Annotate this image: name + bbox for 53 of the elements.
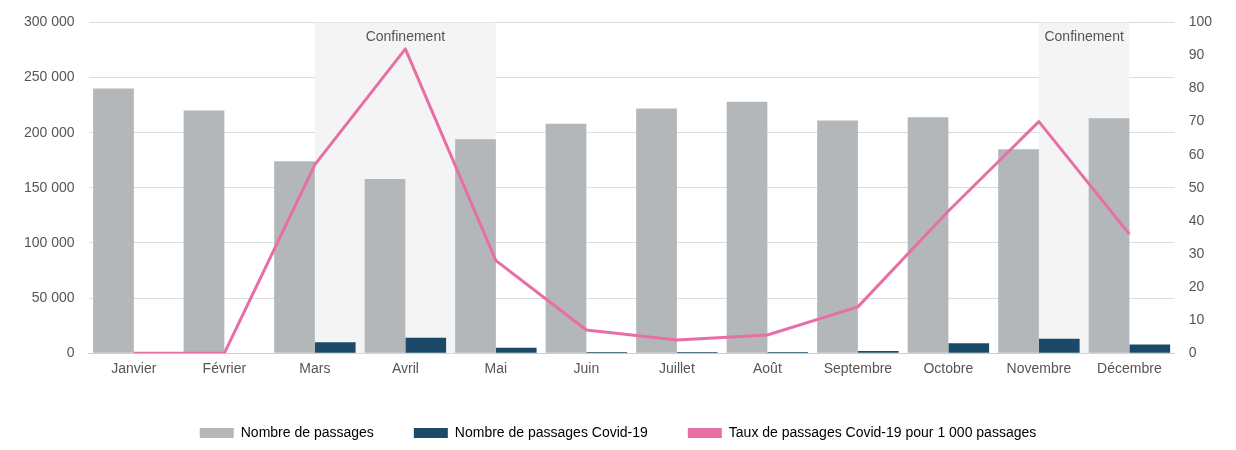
x-tick-label: Juillet bbox=[658, 360, 695, 377]
bar bbox=[364, 178, 406, 353]
y2-tick-label: 70 bbox=[1188, 112, 1205, 129]
bar bbox=[455, 139, 496, 353]
y2-tick-label: 50 bbox=[1188, 178, 1205, 195]
x-tick-label: Avril bbox=[391, 360, 419, 377]
x-tick-label: Novembre bbox=[1006, 360, 1072, 377]
bar bbox=[93, 88, 134, 353]
y2-tick-label: 80 bbox=[1188, 79, 1205, 96]
bar bbox=[817, 120, 858, 353]
x-tick-label: Mai bbox=[484, 360, 508, 377]
bar bbox=[1038, 338, 1080, 353]
y2-tick-label: 100 bbox=[1188, 13, 1213, 30]
y2-tick-label: 20 bbox=[1188, 277, 1205, 294]
bar bbox=[314, 342, 356, 353]
y2-tick-label: 40 bbox=[1188, 211, 1205, 228]
y-tick-label: 300 000 bbox=[24, 13, 75, 30]
legend-label: Nombre de passages bbox=[240, 423, 374, 440]
bar bbox=[274, 161, 315, 353]
y2-tick-label: 10 bbox=[1188, 310, 1205, 327]
x-tick-label: Février bbox=[202, 360, 247, 377]
x-tick-label: Septembre bbox=[823, 360, 893, 377]
x-tick-label: Janvier bbox=[111, 360, 157, 377]
x-tick-label: Juin bbox=[573, 360, 600, 377]
bar bbox=[1129, 344, 1171, 353]
bar bbox=[495, 347, 537, 353]
y2-tick-label: 0 bbox=[1188, 344, 1197, 361]
x-tick-label: Août bbox=[752, 360, 782, 377]
bar bbox=[1088, 118, 1130, 353]
x-tick-label: Octobre bbox=[923, 360, 974, 377]
bar bbox=[405, 337, 447, 353]
y-tick-label: 50 000 bbox=[31, 288, 75, 305]
y-tick-label: 250 000 bbox=[24, 68, 75, 85]
band-label: Confinement bbox=[365, 28, 446, 45]
x-tick-label: Décembre bbox=[1097, 360, 1162, 377]
bar bbox=[948, 343, 990, 353]
x-tick-label: Mars bbox=[299, 360, 331, 377]
y-tick-label: 0 bbox=[66, 344, 75, 361]
bar bbox=[907, 117, 949, 353]
bar bbox=[545, 123, 587, 353]
y2-tick-label: 90 bbox=[1188, 46, 1205, 63]
bar bbox=[726, 101, 768, 353]
bar bbox=[636, 108, 677, 353]
y-tick-label: 200 000 bbox=[24, 123, 75, 140]
bar bbox=[183, 110, 225, 353]
y-tick-label: 100 000 bbox=[24, 233, 75, 250]
y2-tick-label: 60 bbox=[1188, 145, 1205, 162]
y-tick-label: 150 000 bbox=[24, 178, 75, 195]
legend-label: Taux de passages Covid-19 pour 1 000 passages bbox=[728, 423, 1037, 440]
y2-tick-label: 30 bbox=[1188, 244, 1205, 261]
band-label: Confinement bbox=[1044, 28, 1124, 45]
legend-label: Nombre de passages Covid-19 bbox=[454, 423, 649, 440]
bar bbox=[998, 149, 1039, 353]
